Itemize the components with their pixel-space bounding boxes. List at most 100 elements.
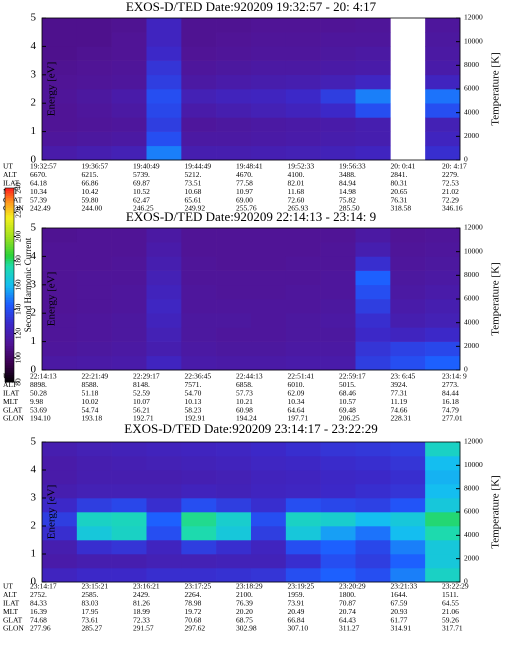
table-cell: 20.49 (288, 607, 305, 616)
table-cell: 57.73 (236, 389, 253, 398)
colorbar-step (5, 285, 14, 288)
table-cell: 1800. (339, 590, 356, 599)
heat-cell (181, 498, 217, 513)
heat-cell (216, 456, 252, 471)
heat-cell (425, 32, 461, 47)
colorbar-step (5, 294, 14, 298)
table-cell: 285.27 (82, 624, 103, 633)
colorbar-step (5, 265, 14, 269)
heat-cell (181, 242, 217, 257)
colorbar-step (5, 219, 14, 223)
heat-cell (111, 60, 147, 76)
table-cell: 10.57 (339, 397, 356, 406)
heat-cell (111, 568, 147, 583)
colorbar-step (5, 289, 14, 293)
table-cell: 81.26 (133, 599, 150, 608)
heat-cell (181, 484, 217, 499)
heat-cell (216, 131, 252, 147)
heat-cell (181, 568, 217, 583)
heat-cell (251, 498, 287, 513)
heat-cell (320, 60, 356, 76)
y-axis-label: Energy [eV] (46, 62, 58, 116)
heat-cell (146, 484, 182, 499)
heat-cell (425, 526, 461, 541)
heat-cell (320, 540, 356, 555)
chart-title: EXOS-D/TED Date:920209 19:32:57 - 20: 4:… (126, 0, 377, 14)
heat-cell (285, 228, 321, 243)
table-cell: 302.98 (236, 624, 257, 633)
table-cell: 54.70 (185, 389, 202, 398)
heat-cell (320, 568, 356, 583)
table-cell: 6215. (82, 170, 99, 179)
colorbar-step (5, 224, 14, 228)
heat-cell (355, 32, 391, 47)
heat-cell (285, 60, 321, 76)
table-row-label: GLON (3, 624, 24, 633)
heat-cell (76, 568, 112, 583)
table-cell: 74.79 (442, 405, 459, 414)
y-tick-label: 5 (31, 222, 37, 234)
heat-cell (390, 355, 426, 371)
heat-cell (76, 540, 112, 555)
heat-cell (285, 256, 321, 271)
heat-cell (76, 242, 112, 257)
colorbar-step (5, 314, 14, 318)
table-cell: 66.84 (288, 615, 305, 624)
heat-cell (285, 270, 321, 286)
table-cell: 68.75 (236, 615, 253, 624)
table-cell: 18.99 (133, 607, 150, 616)
heat-cell (251, 242, 287, 257)
y-tick-label: 3 (31, 492, 37, 504)
heat-cell (285, 456, 321, 471)
colorbar-step (5, 348, 14, 351)
table-row-label: GLON (3, 414, 24, 423)
table-cell: 72.53 (442, 179, 459, 188)
heat-cell (355, 117, 391, 132)
colorbar-step (5, 311, 14, 315)
heat-cell (42, 498, 78, 513)
table-cell: 77.31 (391, 389, 408, 398)
heat-cell (425, 18, 461, 33)
heat-cell (42, 145, 78, 161)
heat-cell (355, 456, 391, 471)
y2-tick-label: 8000 (464, 270, 479, 279)
table-cell: 19:56:33 (339, 162, 366, 171)
heat-cell (181, 103, 217, 118)
table-cell: 73.61 (82, 615, 99, 624)
colorbar-step (5, 251, 14, 254)
heat-cell (285, 442, 321, 457)
table-cell: 77.58 (236, 179, 253, 188)
heat-cell (111, 470, 147, 485)
colorbar-step (5, 318, 14, 322)
colorbar-step (5, 268, 14, 271)
heat-cell (216, 327, 252, 342)
heat-cell (251, 60, 287, 76)
table-cell: 2264. (185, 590, 202, 599)
colorbar-step (5, 321, 14, 325)
table-cell: 76.31 (391, 195, 408, 204)
heat-cell (425, 299, 461, 314)
colorbar-step (5, 243, 14, 247)
table-cell: 2585. (82, 590, 99, 599)
heat-cell (390, 498, 426, 513)
heat-cell (146, 554, 182, 569)
colorbar-tick-label: 140 (14, 303, 23, 315)
heat-cell (425, 355, 461, 371)
y-tick-label: 4 (31, 250, 37, 262)
colorbar-step (5, 217, 14, 221)
heat-cell (285, 327, 321, 342)
heat-cell (76, 32, 112, 47)
heat-cell (355, 242, 391, 257)
heat-cell (251, 442, 287, 457)
heat-cell (355, 299, 391, 314)
heat-cell (111, 270, 147, 286)
heat-cell (425, 456, 461, 471)
table-cell: 10.07 (133, 397, 150, 406)
heat-cell (425, 74, 461, 90)
table-cell: 23:18:29 (236, 582, 263, 591)
table-cell: 192.91 (185, 414, 206, 423)
table-cell: 22:44:13 (236, 372, 263, 381)
heat-cell (285, 74, 321, 90)
y2-tick-label: 0 (464, 155, 468, 164)
table-cell: 277.96 (30, 624, 51, 633)
